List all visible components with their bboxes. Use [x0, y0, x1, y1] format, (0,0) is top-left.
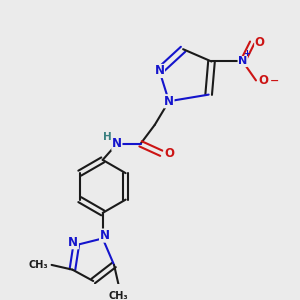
Text: N: N — [100, 229, 110, 242]
Text: N: N — [154, 64, 164, 77]
Text: O: O — [164, 147, 174, 160]
Text: O: O — [255, 36, 265, 49]
Text: N: N — [164, 95, 174, 108]
Text: O: O — [259, 74, 269, 87]
Text: N: N — [112, 137, 122, 150]
Text: N: N — [238, 56, 247, 67]
Text: H: H — [103, 132, 112, 142]
Text: −: − — [270, 75, 280, 85]
Text: CH₃: CH₃ — [109, 291, 129, 300]
Text: N: N — [68, 236, 78, 249]
Text: CH₃: CH₃ — [28, 260, 48, 270]
Text: +: + — [243, 50, 250, 58]
